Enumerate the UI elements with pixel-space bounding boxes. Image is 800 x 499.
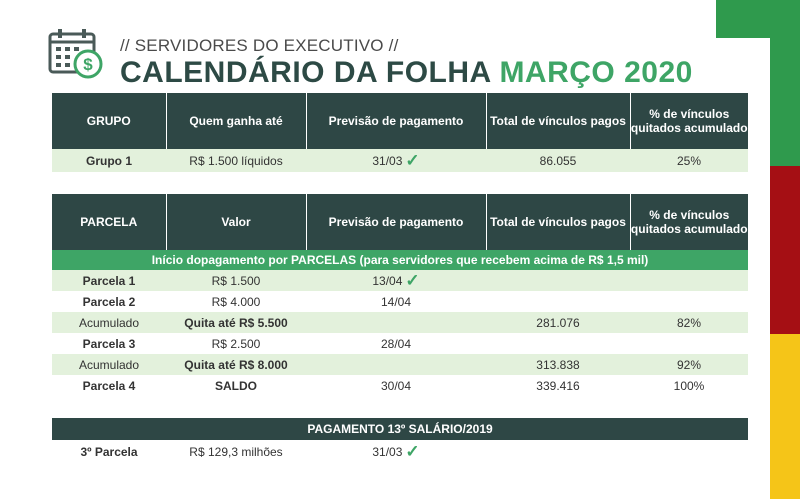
- header-cell: % de vínculos quitados acumulado: [630, 93, 748, 149]
- cell: [486, 291, 630, 312]
- cell: 100%: [630, 375, 748, 396]
- cell: 14/04: [306, 291, 486, 312]
- cell: [630, 270, 748, 291]
- cell: [630, 291, 748, 312]
- stripe-green-top: [716, 0, 800, 38]
- table-13-salario: PAGAMENTO 13º SALÁRIO/2019 3º Parcela R$…: [52, 418, 749, 464]
- table-row: Parcela 3 R$ 2.500 28/04: [52, 333, 748, 354]
- stripe-red: [770, 166, 800, 334]
- cell-date: 31/03 ✓: [306, 440, 486, 464]
- title-month: MARÇO 2020: [499, 56, 693, 89]
- table-row: Grupo 1 R$ 1.500 líquidos 31/03 ✓ 86.055 …: [52, 149, 748, 172]
- header-cell: PARCELA: [52, 194, 167, 250]
- table-row: Parcela 1 R$ 1.500 13/04 ✓: [52, 270, 748, 291]
- cell: Parcela 1: [52, 270, 166, 291]
- header-cell: Total de vínculos pagos: [486, 194, 631, 250]
- check-icon: ✓: [405, 270, 420, 290]
- cell-date: 31/03 ✓: [306, 149, 486, 172]
- cell: Acumulado: [52, 354, 166, 375]
- cell: 339.416: [486, 375, 630, 396]
- check-icon: ✓: [405, 442, 420, 461]
- cell: 92%: [630, 354, 748, 375]
- header-cell: GRUPO: [52, 93, 167, 149]
- cell: R$ 4.000: [166, 291, 306, 312]
- cell: 86.055: [486, 149, 630, 172]
- parcelas-banner: Início dopagamento por PARCELAS (para se…: [52, 250, 748, 270]
- table-row: Acumulado Quita até R$ 8.000 313.838 92%: [52, 354, 748, 375]
- page-title: CALENDÁRIO DA FOLHA MARÇO 2020: [120, 56, 693, 90]
- table-grupo: GRUPO Quem ganha até Previsão de pagamen…: [52, 93, 748, 172]
- stripe-green: [770, 38, 800, 166]
- cell: 25%: [630, 149, 748, 172]
- header-cell: Quem ganha até: [166, 93, 307, 149]
- header-cell: % de vínculos quitados acumulado: [630, 194, 748, 250]
- cell: 281.076: [486, 312, 630, 333]
- cell: 28/04: [306, 333, 486, 354]
- cell: [306, 312, 486, 333]
- title-main: CALENDÁRIO DA FOLHA: [120, 56, 491, 89]
- stripe-yellow: [770, 334, 800, 499]
- cell: R$ 1.500 líquidos: [166, 149, 306, 172]
- header-cell: Valor: [166, 194, 307, 250]
- table-row: 3º Parcela R$ 129,3 milhões 31/03 ✓: [52, 440, 749, 464]
- page-subtitle: // SERVIDORES DO EXECUTIVO //: [120, 36, 399, 55]
- svg-text:$: $: [83, 55, 93, 74]
- cell: [630, 440, 749, 464]
- table-banner-row: PAGAMENTO 13º SALÁRIO/2019: [52, 418, 749, 440]
- cell: Parcela 3: [52, 333, 166, 354]
- cell: 313.838: [486, 354, 630, 375]
- cell: [486, 333, 630, 354]
- cell: 30/04: [306, 375, 486, 396]
- cell: Parcela 4: [52, 375, 166, 396]
- cell: R$ 129,3 milhões: [166, 440, 306, 464]
- table-row: Parcela 2 R$ 4.000 14/04: [52, 291, 748, 312]
- cell: [630, 333, 748, 354]
- cell: SALDO: [166, 375, 306, 396]
- cell: Quita até R$ 8.000: [166, 354, 306, 375]
- cell: [486, 440, 630, 464]
- header-cell: Previsão de pagamento: [306, 194, 487, 250]
- cell: [486, 270, 630, 291]
- cell: 82%: [630, 312, 748, 333]
- table-header-row: GRUPO Quem ganha até Previsão de pagamen…: [52, 93, 748, 149]
- cell: Acumulado: [52, 312, 166, 333]
- table-banner-row: Início dopagamento por PARCELAS (para se…: [52, 250, 748, 270]
- cell: [306, 354, 486, 375]
- header-cell: Total de vínculos pagos: [486, 93, 631, 149]
- table-row: Acumulado Quita até R$ 5.500 281.076 82%: [52, 312, 748, 333]
- cell-date: 13/04 ✓: [306, 270, 486, 291]
- cell: 3º Parcela: [52, 440, 166, 464]
- cell: R$ 1.500: [166, 270, 306, 291]
- header-cell: Previsão de pagamento: [306, 93, 487, 149]
- cell: Grupo 1: [52, 149, 166, 172]
- calendar-money-icon: $: [48, 29, 103, 79]
- salario-banner: PAGAMENTO 13º SALÁRIO/2019: [52, 418, 749, 440]
- table-header-row: PARCELA Valor Previsão de pagamento Tota…: [52, 194, 748, 250]
- table-parcelas: PARCELA Valor Previsão de pagamento Tota…: [52, 194, 748, 396]
- cell: Parcela 2: [52, 291, 166, 312]
- table-row: Parcela 4 SALDO 30/04 339.416 100%: [52, 375, 748, 396]
- check-icon: ✓: [405, 150, 420, 170]
- cell: R$ 2.500: [166, 333, 306, 354]
- cell: Quita até R$ 5.500: [166, 312, 306, 333]
